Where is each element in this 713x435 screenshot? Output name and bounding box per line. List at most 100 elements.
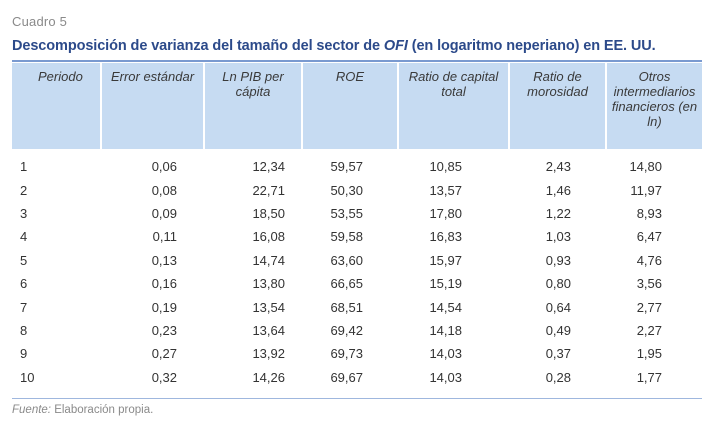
value-cell: 22,71 (205, 178, 303, 202)
title-prefix: Descomposición de varianza del tamaño de… (12, 38, 384, 54)
value-cell: 0,13 (102, 248, 205, 272)
value-cell: 16,83 (399, 225, 510, 249)
value-cell: 0,08 (102, 178, 205, 202)
column-header: Periodo (12, 63, 102, 149)
value-cell: 13,57 (399, 178, 510, 202)
value-cell: 1,22 (510, 201, 607, 226)
table-row: 10 0,32 14,26 69,67 14,03 0,28 1,77 (12, 365, 702, 389)
column-header: ROE (303, 63, 399, 149)
value-cell: 12,34 (205, 149, 303, 179)
table-row: 3 0,09 18,50 53,55 17,80 1,22 8,93 (12, 201, 702, 226)
value-cell: 0,32 (102, 365, 205, 389)
value-cell: 15,19 (399, 271, 510, 296)
value-cell: 8,93 (607, 201, 702, 226)
value-cell: 14,54 (399, 295, 510, 319)
value-cell: 0,37 (510, 342, 607, 366)
value-cell: 0,09 (102, 201, 205, 226)
value-cell: 13,92 (205, 342, 303, 366)
value-cell: 1,95 (607, 342, 702, 366)
value-cell: 69,67 (303, 365, 399, 389)
period-cell: 1 (12, 149, 102, 179)
value-cell: 63,60 (303, 248, 399, 272)
table-row: 4 0,11 16,08 59,58 16,83 1,03 6,47 (12, 225, 702, 249)
value-cell: 50,30 (303, 178, 399, 202)
value-cell: 0,27 (102, 342, 205, 366)
value-cell: 11,97 (607, 178, 702, 202)
value-cell: 0,93 (510, 248, 607, 272)
column-header: Error estándar (102, 63, 205, 149)
value-cell: 59,57 (303, 149, 399, 179)
value-cell: 68,51 (303, 295, 399, 319)
value-cell: 2,27 (607, 318, 702, 343)
value-cell: 0,11 (102, 225, 205, 249)
table-row: 1 0,06 12,34 59,57 10,85 2,43 14,80 (12, 149, 702, 179)
value-cell: 14,26 (205, 365, 303, 389)
table-row: 2 0,08 22,71 50,30 13,57 1,46 11,97 (12, 178, 702, 202)
value-cell: 1,03 (510, 225, 607, 249)
table-row: 6 0,16 13,80 66,65 15,19 0,80 3,56 (12, 271, 702, 296)
value-cell: 16,08 (205, 225, 303, 249)
value-cell: 69,42 (303, 318, 399, 343)
period-cell: 6 (12, 271, 102, 296)
value-cell: 13,64 (205, 318, 303, 343)
column-header: Ln PIB per cápita (205, 63, 303, 149)
value-cell: 0,80 (510, 271, 607, 296)
value-cell: 0,16 (102, 271, 205, 296)
table-row: 5 0,13 14,74 63,60 15,97 0,93 4,76 (12, 248, 702, 272)
value-cell: 14,74 (205, 248, 303, 272)
table-row: 7 0,19 13,54 68,51 14,54 0,64 2,77 (12, 295, 702, 319)
value-cell: 14,03 (399, 365, 510, 389)
value-cell: 69,73 (303, 342, 399, 366)
table-row: 9 0,27 13,92 69,73 14,03 0,37 1,95 (12, 342, 702, 366)
value-cell: 4,76 (607, 248, 702, 272)
value-cell: 1,77 (607, 365, 702, 389)
period-cell: 10 (12, 365, 102, 389)
column-header: Ratio de capital total (399, 63, 510, 149)
column-header: Ratio de morosidad (510, 63, 607, 149)
period-cell: 4 (12, 225, 102, 249)
value-cell: 0,19 (102, 295, 205, 319)
column-header: Otros intermediarios financieros (en ln) (607, 63, 702, 149)
bottom-rule (12, 398, 702, 399)
period-cell: 9 (12, 342, 102, 366)
value-cell: 1,46 (510, 178, 607, 202)
value-cell: 17,80 (399, 201, 510, 226)
value-cell: 0,64 (510, 295, 607, 319)
title-emphasis: OFI (383, 38, 408, 54)
figure-title: Descomposición de varianza del tamaño de… (12, 38, 656, 54)
variance-table: Periodo Error estándar Ln PIB per cápita… (12, 63, 702, 389)
value-cell: 13,54 (205, 295, 303, 319)
figure-label: Cuadro 5 (12, 14, 68, 29)
value-cell: 66,65 (303, 271, 399, 296)
value-cell: 14,18 (399, 318, 510, 343)
period-cell: 7 (12, 295, 102, 319)
value-cell: 18,50 (205, 201, 303, 226)
value-cell: 0,49 (510, 318, 607, 343)
value-cell: 6,47 (607, 225, 702, 249)
period-cell: 3 (12, 201, 102, 226)
value-cell: 10,85 (399, 149, 510, 179)
value-cell: 14,03 (399, 342, 510, 366)
period-cell: 8 (12, 318, 102, 343)
table-header-row: Periodo Error estándar Ln PIB per cápita… (12, 63, 702, 149)
source-note: Fuente: Elaboración propia. (12, 404, 153, 416)
value-cell: 14,80 (607, 149, 702, 179)
value-cell: 53,55 (303, 201, 399, 226)
table-row: 8 0,23 13,64 69,42 14,18 0,49 2,27 (12, 318, 702, 343)
value-cell: 0,23 (102, 318, 205, 343)
value-cell: 13,80 (205, 271, 303, 296)
period-cell: 2 (12, 178, 102, 202)
period-cell: 5 (12, 248, 102, 272)
source-label: Fuente: (12, 404, 51, 416)
value-cell: 0,28 (510, 365, 607, 389)
value-cell: 59,58 (303, 225, 399, 249)
title-suffix: (en logaritmo neperiano) en EE. UU. (407, 38, 656, 54)
top-rule (12, 60, 702, 62)
value-cell: 3,56 (607, 271, 702, 296)
value-cell: 2,43 (510, 149, 607, 179)
value-cell: 15,97 (399, 248, 510, 272)
value-cell: 0,06 (102, 149, 205, 179)
source-text: Elaboración propia. (51, 404, 154, 416)
value-cell: 2,77 (607, 295, 702, 319)
